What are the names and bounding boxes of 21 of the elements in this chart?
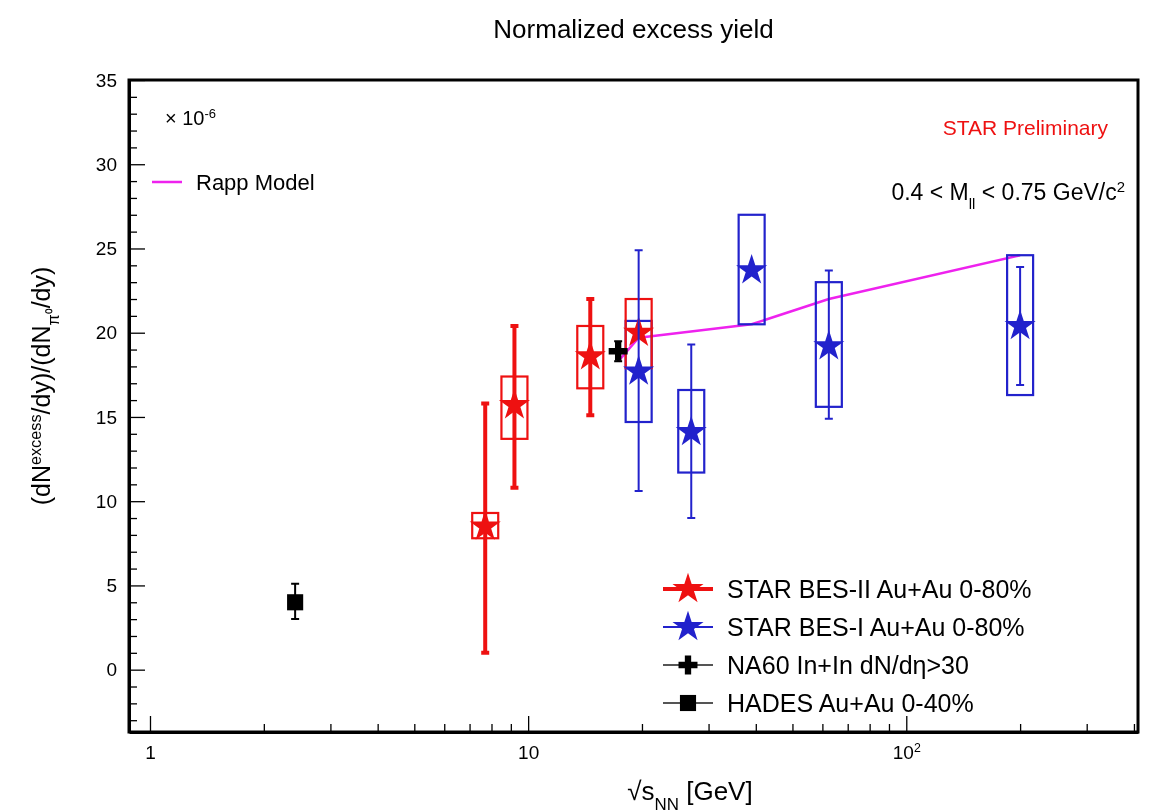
- y-tick-label: 5: [106, 575, 117, 597]
- x-tick-label: 10$^{2}$: [892, 741, 921, 764]
- y-tick-label: 10: [95, 490, 117, 512]
- y-tick-label: 20: [95, 322, 117, 344]
- x-tick-label: 10: [518, 742, 540, 764]
- annotation: × 10$^{-6}$: [165, 105, 217, 129]
- y-tick-label: 35: [95, 69, 117, 91]
- y-tick-label: 15: [95, 406, 117, 428]
- legend-label: HADES Au+Au 0-40%: [727, 689, 974, 717]
- x-axis-title: √s$_{NN}$ [GeV]: [627, 776, 753, 812]
- y-tick-label: 25: [95, 238, 117, 260]
- annotation: 0.4 < M$_{ll}$ < 0.75 GeV/c$^{2}$: [891, 177, 1125, 212]
- x-tick-label: 1: [145, 742, 156, 764]
- y-tick-label: 0: [106, 659, 117, 681]
- legend-label: NA60 In+In dN/dη>30: [727, 651, 969, 679]
- legend-label: Rapp Model: [196, 170, 315, 195]
- legend-label: STAR BES-II Au+Au 0-80%: [727, 575, 1032, 603]
- y-tick-label: 30: [95, 153, 117, 175]
- chart-title: Normalized excess yield: [493, 14, 774, 44]
- legend-label: STAR BES-I Au+Au 0-80%: [727, 613, 1025, 641]
- annotation: STAR Preliminary: [942, 116, 1109, 139]
